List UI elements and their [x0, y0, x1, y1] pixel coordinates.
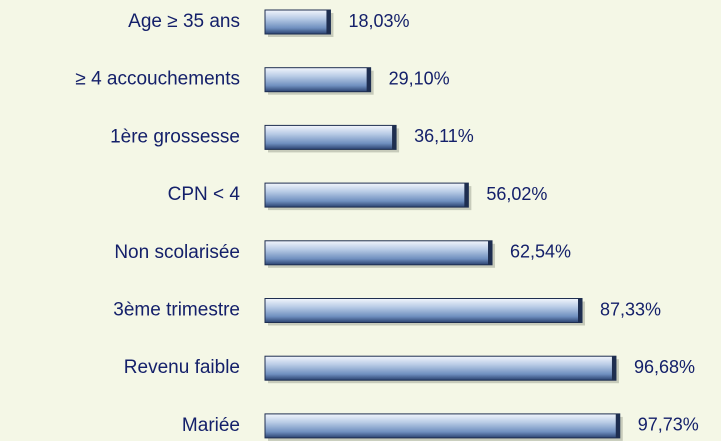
category-label: Revenu faible	[124, 357, 240, 378]
category-label: Age ≥ 35 ans	[128, 11, 240, 32]
value-label: 96,68%	[634, 357, 695, 377]
bar	[264, 9, 331, 35]
value-label: 56,02%	[486, 184, 547, 204]
category-label: Mariée	[182, 415, 240, 436]
bar	[264, 298, 583, 323]
bar	[264, 240, 493, 266]
value-label: 18,03%	[348, 11, 409, 31]
bar	[264, 124, 397, 150]
value-label: 87,33%	[600, 299, 661, 319]
category-label: 1ère grossesse	[110, 126, 240, 147]
bar	[264, 413, 621, 439]
bar-end	[488, 240, 493, 265]
bar	[264, 182, 469, 208]
category-label: 3ème trimestre	[113, 300, 240, 321]
bar-end	[326, 10, 331, 34]
value-label: 29,10%	[389, 68, 450, 88]
bar-end	[615, 413, 620, 438]
value-label: 36,11%	[414, 126, 474, 146]
bar-end	[578, 298, 583, 323]
bar-end	[366, 67, 371, 92]
bar-end	[464, 183, 469, 208]
bar-end	[392, 125, 397, 150]
bar	[264, 355, 617, 381]
bar-end	[611, 356, 616, 381]
category-label: Non scolarisée	[114, 242, 240, 263]
category-label: CPN < 4	[168, 184, 241, 205]
category-label: ≥ 4 accouchements	[75, 69, 240, 90]
value-label: 97,73%	[638, 415, 699, 435]
value-label: 62,54%	[510, 242, 571, 262]
bar	[264, 67, 372, 93]
